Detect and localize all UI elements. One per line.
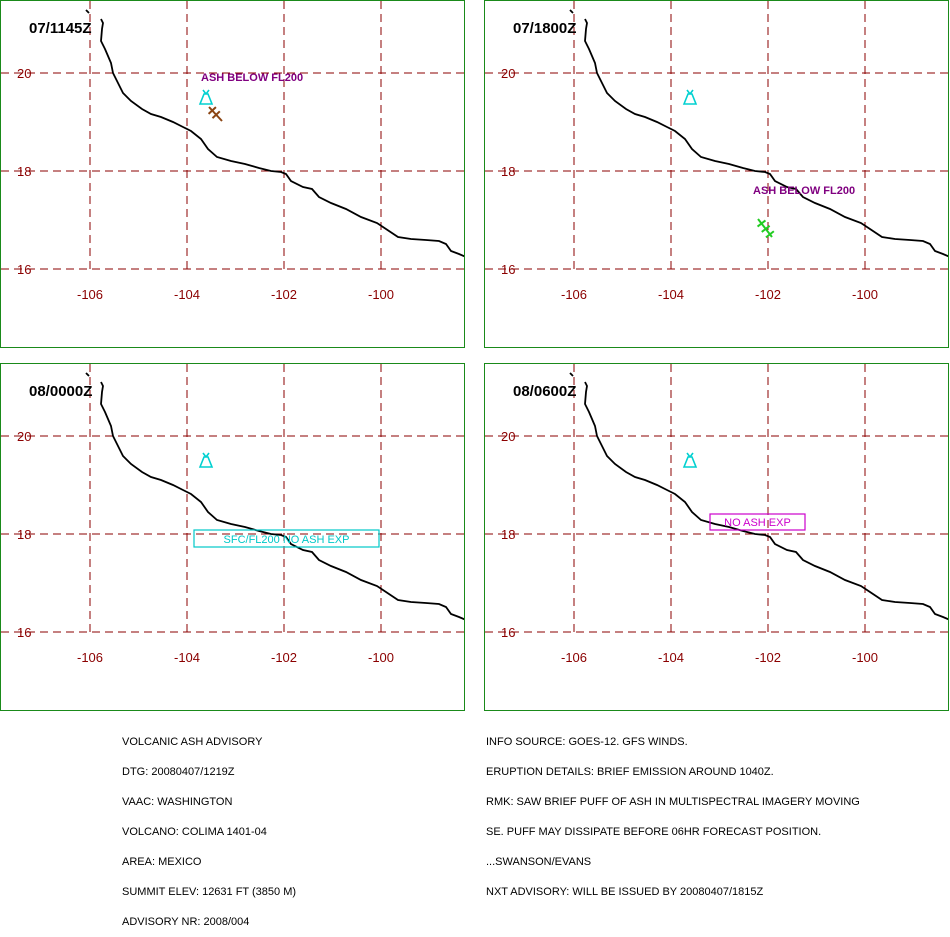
- lat-lon-grid: [1, 364, 464, 634]
- panel-time-label: 07/1800Z: [513, 20, 577, 37]
- lon-tick-label: -106: [77, 287, 103, 302]
- lat-tick-label: 16: [501, 625, 515, 640]
- lat-tick-label: 20: [501, 66, 515, 81]
- panel-time-label: 08/0000Z: [29, 383, 93, 400]
- map-canvas: 20 18 16 -106 -104 -102 -100 SFC/FL200 NO ASH E…: [1, 364, 464, 665]
- advisory-line: VOLCANIC ASH ADVISORY: [122, 736, 263, 748]
- coastline: [569, 9, 948, 258]
- advisory-line: SUMMIT ELEV: 12631 FT (3850 M): [122, 886, 297, 898]
- lat-lon-grid: [1, 1, 464, 271]
- lon-tick-label: -106: [77, 650, 103, 665]
- lon-tick-label: -100: [852, 650, 878, 665]
- lon-tick-label: -102: [755, 287, 781, 302]
- lon-tick-label: -100: [852, 287, 878, 302]
- forecast-panel-4: 20 18 16 -106 -104 -102 -100 NO ASH EXP 08/0600…: [484, 363, 949, 711]
- lat-tick-label: 18: [501, 164, 515, 179]
- advisory-remarks-text: INFO SOURCE: GOES-12. GFS WINDS. ERUPTIO…: [486, 717, 860, 907]
- lon-tick-label: -106: [561, 650, 587, 665]
- advisory-header-text: VOLCANIC ASH ADVISORY DTG: 20080407/1219…: [122, 717, 296, 937]
- lat-tick-label: 18: [501, 527, 515, 542]
- forecast-panel-3: 20 18 16 -106 -104 -102 -100 SFC/FL200 NO ASH E…: [0, 363, 465, 711]
- forecast-panel-2: 20 18 16 -106 -104 -102 -100 ASH BELOW FL200 07…: [484, 0, 949, 348]
- lon-tick-label: -102: [271, 650, 297, 665]
- volcano-icon: [198, 89, 214, 105]
- lon-tick-label: -102: [271, 287, 297, 302]
- advisory-line: SE. PUFF MAY DISSIPATE BEFORE 06HR FOREC…: [486, 826, 822, 838]
- lon-tick-label: -104: [658, 287, 684, 302]
- advisory-line: ERUPTION DETAILS: BRIEF EMISSION AROUND …: [486, 766, 774, 778]
- wind-barb-icon: [756, 218, 775, 239]
- coastline: [85, 9, 464, 258]
- lon-tick-label: -102: [755, 650, 781, 665]
- advisory-line: NXT ADVISORY: WILL BE ISSUED BY 20080407…: [486, 886, 764, 898]
- advisory-line: ADVISORY NR: 2008/004: [122, 916, 250, 928]
- lon-tick-label: -104: [174, 650, 200, 665]
- lon-tick-label: -104: [174, 287, 200, 302]
- lat-tick-label: 16: [501, 262, 515, 277]
- lon-tick-label: -100: [368, 650, 394, 665]
- map-canvas: 20 18 16 -106 -104 -102 -100 ASH BELOW FL200: [1, 1, 464, 302]
- forecast-ash-box: NO ASH EXP: [709, 513, 806, 531]
- map-canvas: 20 18 16 -106 -104 -102 -100 NO ASH EXP: [485, 364, 948, 665]
- lat-tick-label: 16: [17, 262, 31, 277]
- panel-time-label: 08/0600Z: [513, 383, 577, 400]
- ash-annotation: ASH BELOW FL200: [753, 185, 855, 197]
- lat-lon-grid: [485, 1, 948, 271]
- coastline: [569, 372, 948, 621]
- lon-tick-label: -106: [561, 287, 587, 302]
- lon-tick-label: -100: [368, 287, 394, 302]
- forecast-panel-1: 20 18 16 -106 -104 -102 -100 ASH BELOW FL200 07…: [0, 0, 465, 348]
- coastline: [85, 372, 464, 621]
- advisory-line: DTG: 20080407/1219Z: [122, 766, 235, 778]
- lat-tick-label: 16: [17, 625, 31, 640]
- ash-annotation: NO ASH EXP: [724, 517, 791, 529]
- lon-tick-label: -104: [658, 650, 684, 665]
- lat-tick-label: 20: [17, 66, 31, 81]
- advisory-line: RMK: SAW BRIEF PUFF OF ASH IN MULTISPECT…: [486, 796, 860, 808]
- lat-tick-label: 20: [501, 429, 515, 444]
- advisory-line: AREA: MEXICO: [122, 856, 202, 868]
- advisory-line: VOLCANO: COLIMA 1401-04: [122, 826, 267, 838]
- map-canvas: 20 18 16 -106 -104 -102 -100 ASH BELOW FL200: [485, 1, 948, 302]
- ash-annotation: ASH BELOW FL200: [201, 72, 303, 84]
- forecast-ash-box: SFC/FL200 NO ASH EXP: [193, 529, 380, 548]
- panel-time-label: 07/1145Z: [29, 20, 92, 37]
- lat-tick-label: 20: [17, 429, 31, 444]
- wind-barb-icon: [207, 106, 223, 122]
- ash-annotation: SFC/FL200 NO ASH EXP: [224, 534, 350, 546]
- lat-lon-grid: [485, 364, 948, 634]
- volcano-icon: [682, 452, 698, 468]
- advisory-line: INFO SOURCE: GOES-12. GFS WINDS.: [486, 736, 688, 748]
- advisory-line: VAAC: WASHINGTON: [122, 796, 233, 808]
- volcano-icon: [198, 452, 214, 468]
- lat-tick-label: 18: [17, 527, 31, 542]
- volcano-icon: [682, 89, 698, 105]
- advisory-line: ...SWANSON/EVANS: [486, 856, 592, 868]
- lat-tick-label: 18: [17, 164, 31, 179]
